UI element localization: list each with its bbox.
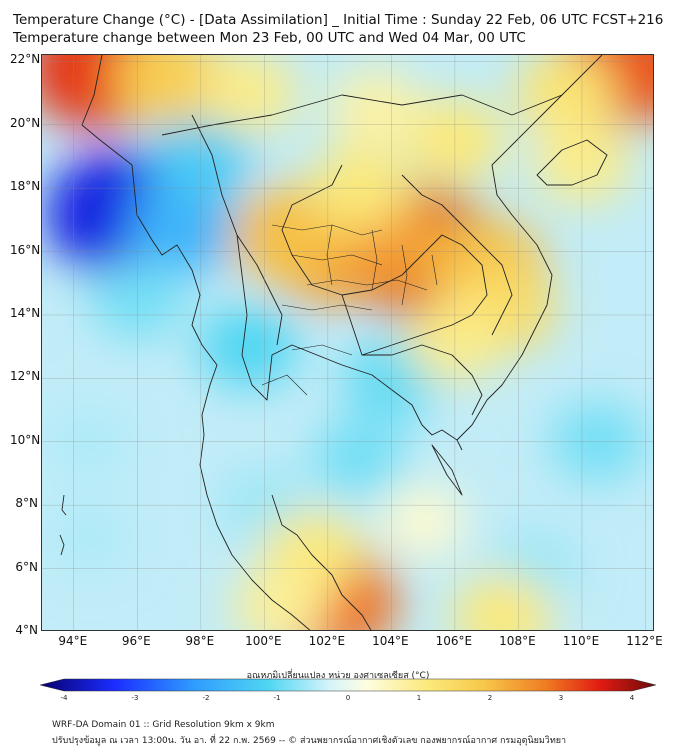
longitude-tick-label: 96°E [121, 634, 151, 648]
anomaly-blob-25 [111, 55, 227, 126]
latitude-tick-label: 22°N [10, 52, 41, 67]
latitude-tick-label: 12°N [10, 369, 41, 384]
coastline-vietnam [456, 55, 603, 441]
anomaly-blob-33 [232, 566, 328, 630]
graticule [42, 55, 653, 630]
anomaly-blob-5 [198, 304, 299, 389]
longitude-tick-label: 112°E [626, 634, 663, 648]
anomaly-blob-28 [514, 55, 618, 137]
latitude-tick-label: 20°N [10, 115, 41, 130]
colorbar-tick-label: 0 [345, 694, 351, 702]
latitude-tick-label: 14°N [10, 305, 41, 320]
colorbar-tick-label: 1 [416, 694, 422, 702]
map-title: Temperature Change (°C) - [Data Assimila… [13, 12, 664, 28]
latitude-tick-label: 8°N [15, 496, 38, 511]
colorbar-tick-label: -1 [273, 694, 281, 702]
latitude-tick-label: 18°N [10, 179, 41, 194]
longitude-tick-label: 94°E [58, 634, 88, 648]
longitude-tick-label: 110°E [562, 634, 600, 648]
temperature-change-map [41, 54, 654, 631]
colorbar-tick-label: 3 [558, 694, 564, 702]
longitude-tick-label: 106°E [435, 634, 473, 648]
coastline-west [81, 55, 311, 630]
coastlines-and-borders [59, 55, 608, 630]
colorbar-tick-label: 4 [629, 694, 635, 702]
map-canvas [42, 55, 653, 630]
border-thailand-laos [281, 164, 488, 356]
coastline-gulf [236, 234, 463, 451]
footer-credit: ปรับปรุงข้อมูล ณ เวลา 13:00น. วัน อา. ที… [52, 736, 567, 746]
coastline-hainan [536, 139, 608, 186]
colorbar-tick-label: 2 [487, 694, 493, 702]
longitude-tick-label: 108°E [499, 634, 536, 648]
border-cambodia [341, 294, 483, 416]
border-china [161, 94, 563, 136]
latitude-tick-label: 4°N [15, 623, 38, 637]
anomaly-blob-12 [45, 499, 134, 574]
colorbar [40, 678, 656, 692]
map-subtitle: Temperature change between Mon 23 Feb, 0… [13, 30, 526, 46]
coastline-east-peninsula [271, 494, 372, 630]
anomaly-blob-23 [329, 69, 422, 148]
andaman-islands [59, 494, 67, 556]
anomaly-blob-26 [199, 55, 298, 135]
anomaly-field [42, 55, 653, 630]
anomaly-blob-32 [452, 574, 553, 630]
colorbar-tick-label: -3 [131, 694, 139, 702]
colorbar-gradient [40, 678, 656, 692]
footer-model-info: WRF-DA Domain 01 :: Grid Resolution 9km … [52, 720, 275, 730]
border-myanmar [191, 114, 283, 346]
longitude-tick-label: 102°E [308, 634, 346, 648]
longitude-tick-label: 100°E [245, 634, 282, 648]
longitude-tick-label: 98°E [185, 634, 215, 648]
latitude-tick-label: 6°N [15, 559, 38, 574]
vietnam-southern-tip [431, 444, 463, 496]
colorbar-label: อุณหภูมิเปลี่ยนแปลง หน่วย องศาเซลเซียส (… [246, 671, 430, 681]
longitude-tick-label: 104°E [372, 634, 409, 648]
latitude-tick-label: 10°N [10, 432, 41, 447]
latitude-tick-label: 16°N [10, 242, 41, 257]
anomaly-blob-7 [312, 417, 408, 498]
province-outlines [261, 224, 438, 396]
anomaly-blob-2 [127, 178, 243, 275]
colorbar-tick-label: -4 [60, 694, 68, 702]
border-laos-vietnam [401, 174, 513, 336]
colorbar-tick-label: -2 [202, 694, 210, 702]
anomaly-blob-34 [380, 485, 466, 558]
